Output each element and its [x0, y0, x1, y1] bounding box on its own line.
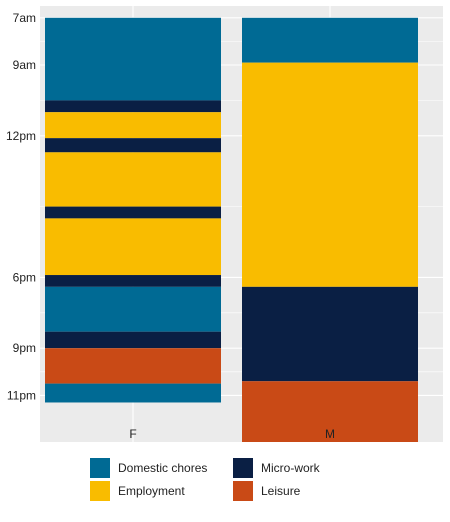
bar-segment-f-micro-work [45, 138, 221, 153]
bar-segment-f-micro-work [45, 100, 221, 113]
bar-segment-m-micro-work [242, 286, 418, 382]
legend-swatch-micro-work [233, 458, 253, 478]
bar-segment-f-micro-work [45, 206, 221, 219]
x-tick-label-m: M [325, 427, 335, 441]
legend-item-leisure: Leisure [233, 481, 300, 501]
legend-item-domestic-chores: Domestic chores [90, 458, 207, 478]
bar-segment-f-employment [45, 112, 221, 139]
bar-segment-m-leisure [242, 381, 418, 442]
legend-swatch-domestic-chores [90, 458, 110, 478]
legend-item-employment: Employment [90, 481, 185, 501]
bar-segment-f-employment [45, 152, 221, 207]
y-tick-label: 7am [13, 11, 36, 25]
legend-item-micro-work: Micro-work [233, 458, 320, 478]
legend: Domestic chores Employment Micro-work Le… [90, 456, 370, 504]
x-tick-label-f: F [129, 427, 136, 441]
bar-segment-f-micro-work [45, 331, 221, 349]
bar-segment-m-employment [242, 62, 418, 287]
legend-swatch-leisure [233, 481, 253, 501]
legend-label-leisure: Leisure [261, 484, 301, 498]
bar-segment-f-domestic-chores [45, 383, 221, 403]
legend-label-domestic-chores: Domestic chores [118, 461, 208, 475]
legend-label-employment: Employment [118, 484, 185, 498]
y-tick-label: 6pm [13, 270, 36, 284]
bar-segment-f-domestic-chores [45, 286, 221, 332]
legend-swatch-employment [90, 481, 110, 501]
legend-label-micro-work: Micro-work [261, 461, 320, 475]
bar-segment-m-domestic-chores [242, 17, 418, 63]
y-tick-label: 9am [13, 58, 36, 72]
y-tick-label: 11pm [7, 388, 36, 402]
y-tick-label: 9pm [13, 341, 36, 355]
bar-segment-f-employment [45, 218, 221, 276]
bar-segment-f-leisure [45, 348, 221, 384]
y-tick-label: 12pm [6, 129, 36, 143]
bar-segment-f-domestic-chores [45, 17, 221, 101]
bar-segment-f-micro-work [45, 275, 221, 287]
